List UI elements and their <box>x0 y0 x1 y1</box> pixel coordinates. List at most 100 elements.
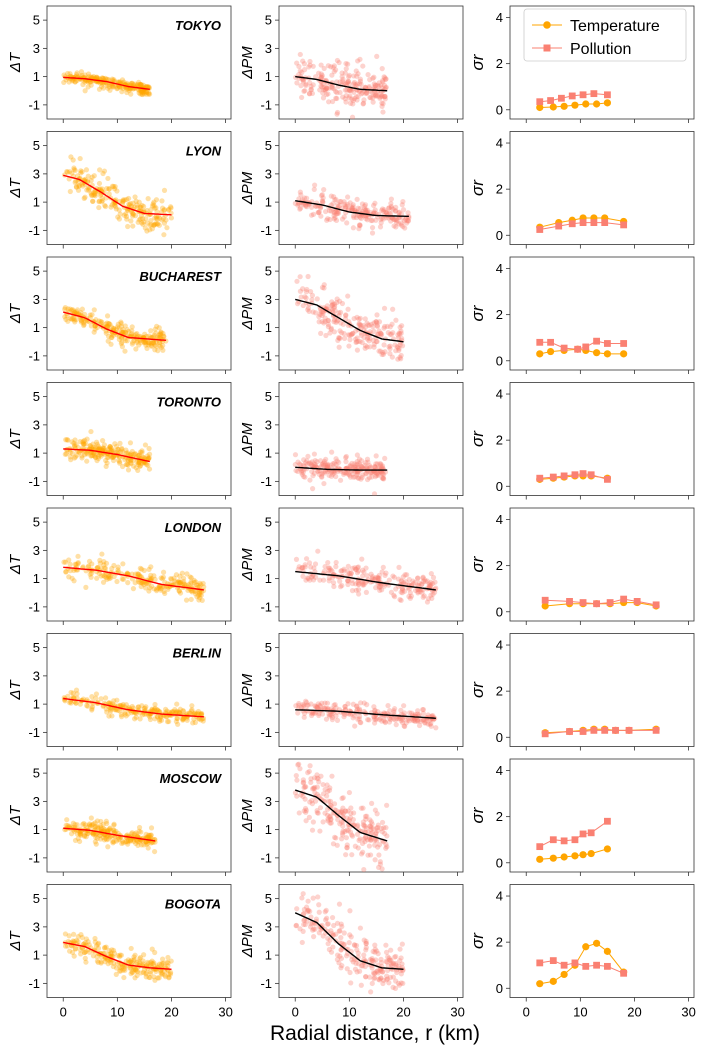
scatter-point <box>100 445 106 451</box>
scatter-point <box>367 344 373 350</box>
scatter-point <box>74 695 80 701</box>
scatter-point <box>157 340 163 346</box>
scatter-point <box>293 773 299 779</box>
scatter-point <box>373 461 379 467</box>
scatter-point <box>75 938 81 945</box>
scatter-point <box>98 959 104 965</box>
scatter-point <box>371 341 377 347</box>
scatter-point <box>391 708 397 714</box>
plot-area <box>293 891 406 995</box>
scatter-point <box>189 588 195 594</box>
scatter-point <box>158 330 164 336</box>
scatter-point <box>332 209 338 216</box>
scatter-point <box>118 714 125 720</box>
scatter-point <box>146 339 152 346</box>
scatter-point <box>95 443 101 449</box>
scatter-point <box>309 711 316 717</box>
scatter-point <box>296 761 302 767</box>
scatter-point <box>297 274 303 280</box>
scatter-point <box>104 313 111 319</box>
scatter-point <box>317 703 324 709</box>
y-tick-label: 3 <box>265 543 272 558</box>
scatter-point <box>293 703 299 709</box>
scatter-point <box>88 570 95 576</box>
scatter-point <box>399 323 405 329</box>
y-tick-label: 2 <box>496 182 503 197</box>
scatter-point <box>108 341 114 347</box>
scatter-point <box>78 310 84 316</box>
scatter-point <box>120 198 126 204</box>
scatter-point <box>360 849 366 855</box>
scatter-point <box>153 343 159 349</box>
scatter-point <box>123 329 129 335</box>
scatter-point <box>327 216 333 223</box>
scatter-point <box>415 708 421 714</box>
scatter-point <box>329 575 336 581</box>
scatter-point <box>69 949 76 956</box>
scatter-point <box>104 833 110 839</box>
scatter-point <box>77 831 83 837</box>
scatter-point <box>136 579 142 585</box>
scatter-point <box>80 439 86 445</box>
scatter-point <box>412 711 418 718</box>
scatter-point <box>369 955 375 962</box>
scatter-point <box>344 87 350 93</box>
scatter-point <box>333 473 339 480</box>
scatter-point <box>329 568 335 574</box>
scatter-point <box>305 907 311 913</box>
scatter-point <box>316 319 322 325</box>
scatter-point <box>301 779 307 785</box>
scatter-point <box>104 820 110 827</box>
pollution-marker <box>604 91 611 99</box>
scatter-point <box>362 316 368 322</box>
scatter-point <box>330 580 337 586</box>
scatter-point <box>331 63 337 69</box>
scatter-point <box>360 323 366 329</box>
scatter-point <box>146 84 152 90</box>
scatter-point <box>103 574 109 581</box>
scatter-point <box>126 201 132 207</box>
scatter-point <box>71 953 77 959</box>
pollution-marker <box>582 962 590 970</box>
scatter-point <box>292 790 299 796</box>
scatter-point <box>149 343 155 349</box>
scatter-point <box>75 835 81 842</box>
scatter-point <box>119 840 125 847</box>
scatter-point <box>77 838 83 845</box>
scatter-point <box>71 440 77 446</box>
scatter-point <box>296 196 302 202</box>
scatter-point <box>148 564 154 570</box>
scatter-point <box>386 719 393 725</box>
scatter-point <box>130 463 137 469</box>
scatter-point <box>315 776 321 782</box>
scatter-point <box>382 455 388 461</box>
scatter-point <box>156 332 162 338</box>
scatter-point <box>343 453 349 460</box>
y-tick-label: 2 <box>496 307 503 322</box>
scatter-point <box>328 326 334 333</box>
scatter-point <box>334 210 341 217</box>
scatter-point <box>188 580 194 587</box>
scatter-point <box>161 207 168 213</box>
scatter-point <box>396 346 402 352</box>
scatter-point <box>332 307 338 314</box>
scatter-point <box>396 210 402 216</box>
scatter-point <box>336 928 342 934</box>
scatter-point <box>396 221 402 227</box>
y-tick-label: 1 <box>33 446 40 461</box>
scatter-point <box>94 74 100 80</box>
scatter-point <box>356 581 362 588</box>
scatter-point <box>375 824 381 831</box>
scatter-point <box>71 567 77 574</box>
scatter-point <box>63 943 69 949</box>
scatter-point <box>387 343 393 349</box>
scatter-point <box>427 721 433 728</box>
scatter-point <box>411 717 417 723</box>
scatter-point <box>70 77 76 83</box>
scatter-point <box>341 568 347 574</box>
scatter-point <box>325 63 331 69</box>
scatter-point <box>133 198 139 204</box>
y-tick-label: -1 <box>260 599 272 614</box>
scatter-point <box>95 825 101 831</box>
